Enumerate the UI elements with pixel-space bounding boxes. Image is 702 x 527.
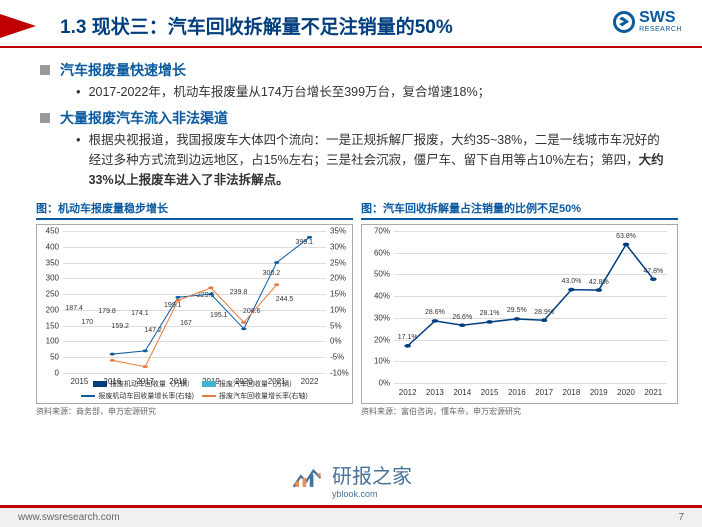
sws-logo: SWS RESEARCH [613, 10, 682, 33]
header-chevron [0, 14, 36, 38]
sub-bullet: •根据央视报道，我国报废车大体四个流向：一是正规拆解厂报废，大约35~38%，二… [76, 130, 672, 190]
slide-title: 1.3 现状三：汽车回收拆解量不足注销量的50% [60, 12, 682, 39]
watermark: 研报之家 yblook.com [290, 460, 412, 499]
bullet-heading: 汽车报废量快速增长 [40, 60, 672, 80]
slide-header: 1.3 现状三：汽车回收拆解量不足注销量的50% SWS RESEARCH [0, 0, 702, 48]
content-body: 汽车报废量快速增长•2017-2022年，机动车报废量从174万台增长至399万… [0, 48, 702, 190]
chart-right: 图：汽车回收拆解量占注销量的比例不足50% 17.1%28.6%26.6%28.… [361, 200, 678, 417]
sub-bullet: •2017-2022年，机动车报废量从174万台增长至399万台，复合增速18%… [76, 82, 672, 102]
chart-left: 图：机动车报废量稳步增长 187.4170179.8159.2174.1147.… [36, 200, 353, 417]
bullet-heading: 大量报废汽车流入非法渠道 [40, 108, 672, 128]
slide-footer: www.swsresearch.com 7 [0, 505, 702, 527]
